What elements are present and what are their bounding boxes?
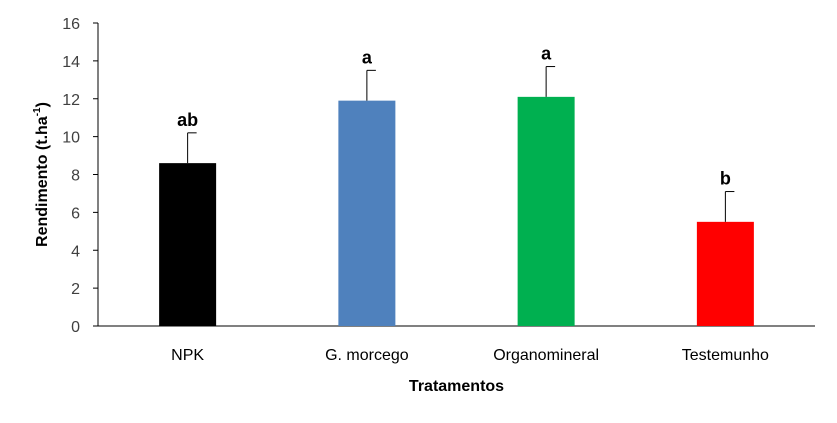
y-tick-label: 12	[62, 92, 80, 109]
significance-label: b	[720, 169, 731, 189]
bar-npk	[159, 163, 217, 326]
y-tick-label: 6	[71, 205, 80, 222]
category-labels: NPK G. morcego Organomineral Testemunho	[171, 347, 769, 364]
y-tick-label: 0	[71, 319, 80, 336]
significance-label: a	[362, 47, 373, 67]
bars-group	[159, 96, 754, 326]
y-axis-title: Rendimento (t.ha-1)	[32, 102, 51, 247]
category-label: G. morcego	[325, 347, 409, 364]
x-axis-title: Tratamentos	[409, 378, 504, 395]
bar-g-morcego	[338, 100, 396, 326]
y-tick-label: 16	[62, 16, 80, 33]
bar-organomineral	[517, 96, 575, 326]
significance-label: ab	[177, 110, 198, 130]
y-tick-label: 8	[71, 168, 80, 185]
y-tick-label: 14	[62, 54, 80, 71]
category-label: Testemunho	[682, 347, 769, 364]
error-bars-group	[187, 66, 735, 222]
y-axis-title-main: Rendimento (t.ha	[34, 116, 51, 247]
significance-labels: aba ab	[177, 44, 731, 189]
y-axis-ticks: 0 2 4 6 8 10 12 14 16	[62, 16, 98, 336]
bar-testemunho	[696, 221, 754, 326]
significance-label: a	[541, 44, 552, 64]
category-label: NPK	[171, 347, 204, 364]
y-tick-label: 10	[62, 130, 80, 147]
category-label: Organomineral	[493, 347, 599, 364]
y-tick-label: 2	[71, 281, 80, 298]
y-axis-title-suffix: )	[34, 102, 51, 107]
y-axis-title-superscript: -1	[32, 107, 43, 116]
y-tick-label: 4	[71, 243, 80, 260]
